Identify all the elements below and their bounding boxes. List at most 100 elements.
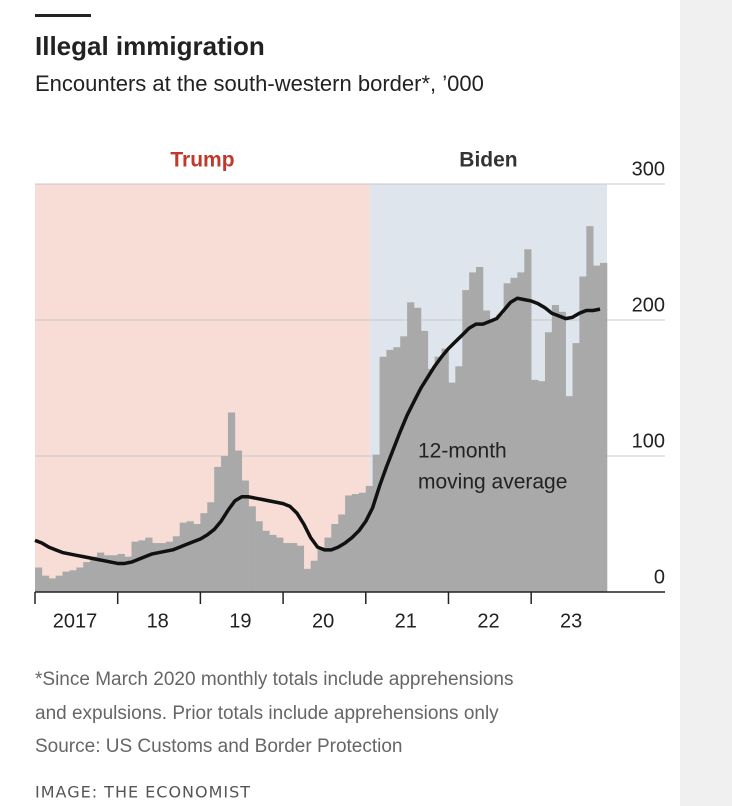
x-tick-label: 21 bbox=[395, 610, 417, 632]
bar bbox=[489, 321, 497, 592]
bar bbox=[427, 368, 435, 592]
x-tick-label: 2017 bbox=[53, 610, 98, 632]
bar bbox=[124, 556, 132, 592]
bar bbox=[365, 485, 373, 592]
annotation: 12-month bbox=[418, 440, 507, 463]
bar bbox=[55, 575, 63, 592]
bar bbox=[310, 560, 318, 592]
bar bbox=[482, 310, 491, 592]
bar bbox=[455, 366, 463, 592]
bar bbox=[172, 536, 181, 592]
bar bbox=[469, 272, 477, 592]
x-tick-label: 19 bbox=[229, 610, 251, 632]
x-tick-label: 18 bbox=[147, 610, 169, 632]
bar bbox=[317, 547, 325, 592]
bar bbox=[186, 521, 194, 592]
y-tick-label: 0 bbox=[654, 566, 665, 588]
x-tick-label: 22 bbox=[477, 610, 499, 632]
bar bbox=[234, 450, 243, 592]
x-tick-label: 20 bbox=[312, 610, 334, 632]
bar bbox=[572, 343, 580, 592]
bar bbox=[145, 537, 153, 592]
source: Source: US Customs and Border Protection bbox=[35, 736, 403, 757]
bar bbox=[407, 302, 415, 592]
bar bbox=[138, 540, 146, 592]
bar bbox=[41, 575, 50, 592]
bar bbox=[386, 349, 394, 592]
bar bbox=[558, 311, 566, 592]
bar bbox=[496, 314, 504, 592]
bar bbox=[262, 530, 270, 592]
bar bbox=[200, 513, 208, 592]
bar bbox=[393, 347, 401, 592]
period-label: Biden bbox=[459, 149, 517, 172]
credit: IMAGE: THE ECONOMIST bbox=[35, 783, 251, 802]
bar bbox=[462, 290, 470, 592]
bar bbox=[593, 265, 601, 592]
bar bbox=[345, 495, 353, 592]
chart-subtitle: Encounters at the south-western border*,… bbox=[35, 71, 484, 96]
bar bbox=[83, 562, 91, 592]
bar bbox=[276, 537, 284, 592]
bar bbox=[441, 348, 449, 592]
bar bbox=[331, 524, 339, 592]
bar bbox=[586, 226, 594, 592]
bar bbox=[538, 381, 546, 592]
bar bbox=[296, 545, 305, 592]
bar bbox=[62, 571, 70, 592]
footnote: *Since March 2020 monthly totals include… bbox=[35, 669, 513, 690]
y-tick-label: 100 bbox=[632, 430, 665, 452]
bar bbox=[434, 356, 442, 592]
bar bbox=[358, 492, 367, 592]
bar bbox=[48, 578, 56, 592]
bar bbox=[351, 494, 360, 592]
bar bbox=[413, 307, 422, 592]
bar bbox=[241, 480, 249, 592]
bar bbox=[531, 379, 539, 592]
bar bbox=[227, 412, 236, 592]
bar bbox=[579, 276, 587, 592]
bar bbox=[510, 277, 518, 592]
top-rule bbox=[35, 14, 91, 17]
bar bbox=[221, 456, 229, 592]
bar bbox=[97, 552, 105, 592]
bar bbox=[324, 537, 332, 592]
footnote: and expulsions. Prior totals include app… bbox=[35, 703, 499, 724]
bar bbox=[90, 556, 98, 592]
bar bbox=[289, 543, 298, 592]
bar bbox=[103, 555, 112, 592]
moving-average-line bbox=[34, 296, 601, 566]
bar bbox=[448, 382, 456, 592]
bar bbox=[248, 506, 256, 592]
bar bbox=[503, 283, 511, 592]
y-tick-label: 200 bbox=[632, 294, 665, 316]
bar bbox=[117, 553, 125, 592]
bar bbox=[152, 543, 160, 592]
annotation: moving average bbox=[418, 471, 567, 494]
bar bbox=[544, 332, 553, 592]
bar bbox=[193, 524, 201, 592]
bar bbox=[372, 454, 380, 592]
bar bbox=[179, 522, 187, 592]
bar bbox=[476, 266, 484, 592]
bar bbox=[517, 272, 525, 592]
bar bbox=[565, 396, 573, 592]
bar bbox=[165, 541, 174, 592]
period-label: Trump bbox=[170, 149, 234, 172]
bar bbox=[338, 514, 346, 592]
bar bbox=[159, 543, 167, 592]
bar bbox=[131, 541, 139, 592]
bar bbox=[255, 521, 263, 592]
side-panel bbox=[680, 0, 732, 806]
bar bbox=[551, 305, 560, 592]
bar bbox=[69, 570, 77, 592]
bar bbox=[283, 543, 291, 592]
bar bbox=[110, 555, 118, 592]
bar bbox=[524, 249, 532, 592]
chart-title: Illegal immigration bbox=[35, 31, 265, 61]
bar bbox=[600, 262, 608, 592]
y-tick-label: 300 bbox=[632, 158, 665, 180]
bar bbox=[207, 502, 215, 592]
bar bbox=[35, 567, 43, 592]
